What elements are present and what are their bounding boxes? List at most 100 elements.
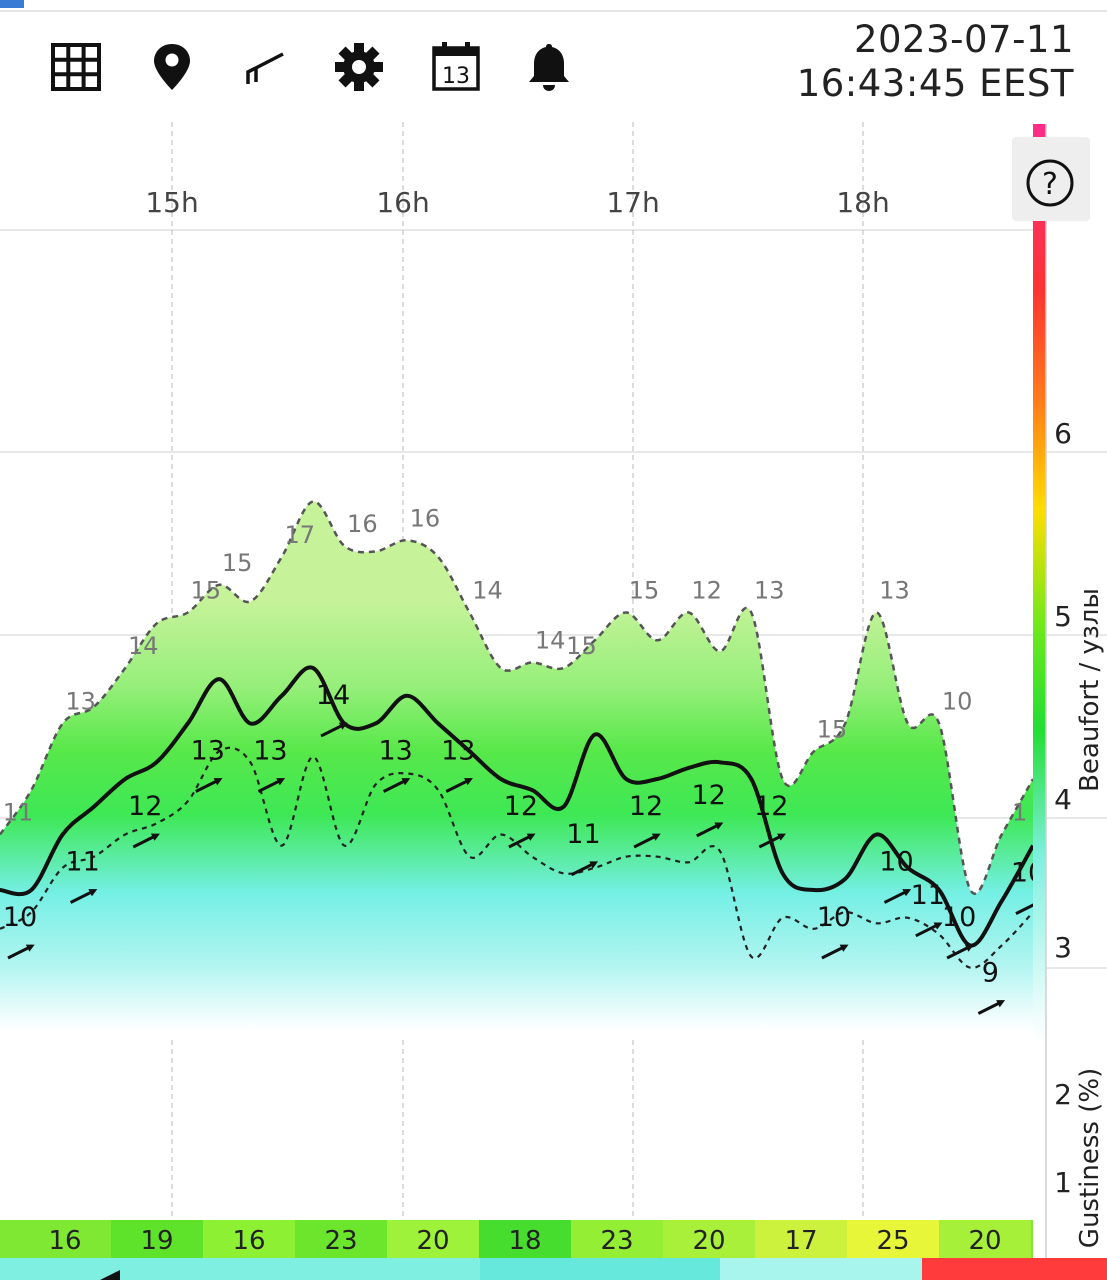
chart-areas — [0, 501, 1033, 1040]
strip-segment — [203, 1220, 295, 1258]
beaufort-tick-label: 6 — [1054, 417, 1072, 450]
gustiness-axis-title: Gustiness (%) — [1075, 1068, 1105, 1248]
gust-value-label: 16 — [347, 510, 378, 538]
wind-value-label: 13 — [191, 736, 225, 767]
wind-value-label: 10 — [942, 902, 976, 933]
calendar-day: 13 — [442, 64, 470, 89]
wind-direction-arrow — [445, 778, 473, 793]
time-label: 15h — [145, 186, 198, 219]
strip-value-label: 20 — [968, 1226, 1001, 1256]
grid-icon[interactable] — [50, 40, 104, 94]
bell-icon[interactable] — [522, 40, 576, 94]
gustiness-tick-label: 2 — [1054, 1078, 1072, 1111]
gust-value-label: 15 — [191, 577, 222, 605]
wind-direction-arrow — [977, 1000, 1006, 1015]
wind-value-label: 13 — [441, 736, 475, 767]
wind-area-fill — [0, 501, 1033, 1040]
wind-value-label: 10 — [817, 902, 851, 933]
wind-value-label: 10 — [3, 902, 37, 933]
location-pin-icon[interactable] — [145, 40, 199, 94]
profile-icon[interactable] — [238, 40, 292, 94]
gust-value-label: 15 — [222, 549, 253, 577]
beaufort-scale: 6 5 4 3 Beaufort / узлы 2 1 Gustiness (%) — [1033, 124, 1107, 1259]
strip-segment — [111, 1220, 203, 1258]
gust-value-label: 15 — [817, 715, 848, 743]
wind-line — [0, 665, 1035, 948]
wind-value-label: 9 — [982, 958, 999, 989]
help-button[interactable]: ? — [1012, 137, 1090, 221]
gust-value-label: 1 — [1012, 799, 1027, 827]
gust-value-label: 11 — [3, 799, 34, 827]
gust-value-label: 13 — [879, 577, 910, 605]
toolbar: 13 2023-07-11 16:43:45 EEST — [0, 0, 1107, 120]
beaufort-color-bar — [1033, 124, 1046, 1259]
strip-segment — [571, 1220, 663, 1258]
gust-value-label: 10 — [942, 688, 973, 716]
min-wind-line — [0, 746, 1034, 969]
strip-value-label: 23 — [600, 1226, 633, 1256]
bottom-band-3 — [720, 1258, 922, 1280]
wind-value-label: 12 — [504, 791, 538, 822]
wind-direction-arrow — [7, 944, 35, 960]
gustiness-strip: 16 19 16 23 20 18 23 20 17 25 20 — [0, 1220, 1107, 1280]
current-date: 2023-07-11 — [853, 18, 1074, 61]
beaufort-tick-label: 5 — [1054, 600, 1072, 633]
strip-segment — [19, 1220, 111, 1258]
strip-value-label: 19 — [140, 1226, 173, 1256]
gust-value-label: 13 — [65, 688, 96, 716]
gust-line — [0, 500, 1035, 895]
bottom-band-2 — [480, 1258, 720, 1280]
strip-value-label: 17 — [784, 1226, 817, 1256]
strip-segment — [387, 1220, 479, 1258]
wind-direction-arrow — [695, 822, 724, 838]
time-label: 18h — [836, 186, 889, 219]
wind-direction-arrow — [821, 944, 849, 960]
wind-direction-arrow — [883, 889, 912, 904]
strip-segment — [847, 1220, 939, 1258]
settings-gear-icon[interactable] — [332, 40, 386, 94]
wind-value-label: 14 — [316, 680, 350, 711]
gust-value-label: 15 — [566, 632, 597, 660]
time-axis: 15h 16h 17h 18h — [145, 186, 889, 219]
wind-direction-arrow — [508, 833, 536, 849]
strip-segment — [479, 1220, 571, 1258]
wind-direction-arrow — [69, 889, 98, 904]
wind-value-label: 12 — [754, 791, 788, 822]
gust-value-label: 14 — [472, 577, 503, 605]
bottom-band-1 — [0, 1258, 480, 1280]
wind-direction-arrow — [257, 778, 286, 793]
strip-segment — [663, 1220, 755, 1258]
wind-direction-arrow — [132, 833, 160, 849]
strip-value-label: 18 — [508, 1226, 541, 1256]
gustiness-tick-label: 1 — [1054, 1166, 1072, 1199]
wind-direction-arrow — [633, 833, 661, 849]
wind-direction-arrow — [758, 833, 786, 849]
beaufort-tick-label: 4 — [1054, 783, 1072, 816]
time-label: 17h — [606, 186, 659, 219]
strip-segment — [939, 1220, 1031, 1258]
strip-value-label: 16 — [48, 1226, 81, 1256]
wind-value-label: 11 — [911, 880, 945, 911]
gust-value-label: 12 — [691, 577, 722, 605]
strip-value-label: 16 — [232, 1226, 265, 1256]
datetime: 2023-07-11 16:43:45 EEST — [797, 18, 1074, 106]
gust-value-label: 14 — [535, 626, 566, 654]
calendar-icon[interactable]: 13 — [429, 40, 483, 94]
gust-value-label: 15 — [629, 577, 660, 605]
top-strip — [0, 0, 1107, 12]
strip-segment — [295, 1220, 387, 1258]
wind-direction-arrow — [382, 778, 411, 793]
strip-value-label: 23 — [324, 1226, 357, 1256]
wind-direction-arrow — [915, 922, 943, 938]
strip-value-label: 20 — [416, 1226, 449, 1256]
strip-value-label: 25 — [876, 1226, 909, 1256]
bottom-band-4 — [922, 1258, 1107, 1280]
beaufort-tick-label: 3 — [1054, 931, 1072, 964]
gust-value-label: 17 — [284, 521, 315, 549]
wind-value-label: 12 — [128, 791, 162, 822]
wind-direction-arrow — [570, 861, 599, 877]
wind-value-label: 12 — [629, 791, 663, 822]
wind-value-label: 12 — [691, 780, 725, 811]
wind-value-label: 13 — [253, 736, 287, 767]
